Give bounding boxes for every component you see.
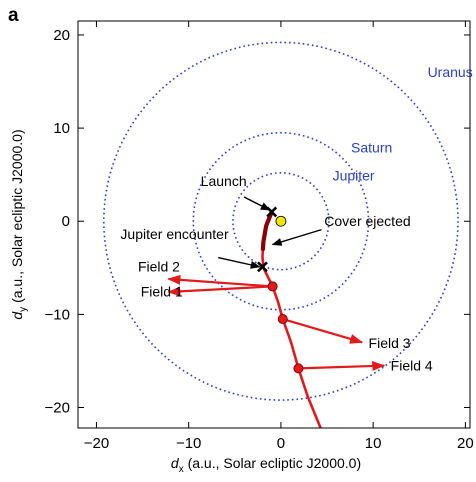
y-tick-label: 20 — [53, 27, 70, 44]
field-arrow-3 — [282, 317, 364, 344]
field-origin-point-3 — [277, 314, 288, 325]
cover-ejected-annotation: Cover ejected — [324, 213, 410, 229]
cover-ejected-arrow — [271, 228, 322, 246]
x-axis-label-rest: (a.u., Solar ecliptic J2000.0) — [184, 455, 361, 471]
orbit-jupiter — [232, 172, 330, 271]
trajectory-cruise-segment — [260, 209, 274, 252]
x-tick-label: −20 — [84, 435, 109, 452]
orbit-label-jupiter: Jupiter — [333, 167, 375, 183]
y-axis-label: dy (a.u., Solar ecliptic J2000.0) — [9, 129, 29, 319]
cross-stroke-b — [266, 206, 278, 218]
jupiter-encounter-arrow — [218, 256, 261, 269]
x-axis-label-sub: x — [179, 464, 184, 475]
field-arrow-4 — [298, 360, 386, 371]
plot-frame — [77, 20, 471, 429]
sun-marker — [275, 215, 287, 227]
y-tick-label: 0 — [62, 213, 70, 230]
field-origin-point-4 — [293, 363, 304, 374]
y-axis-label-main: d — [9, 311, 25, 320]
cross-stroke-b — [257, 261, 268, 273]
field-label-1: Field 2 — [138, 259, 180, 275]
field-label-3: Field 3 — [369, 335, 411, 351]
x-tick-label: 10 — [365, 435, 382, 452]
orbit-label-saturn: Saturn — [351, 139, 392, 155]
y-tick-label: −10 — [45, 306, 70, 323]
panel-label: a — [8, 5, 19, 26]
y-tick-label: 10 — [53, 120, 70, 137]
trajectory-line — [261, 211, 322, 428]
orbit-label-uranus: Uranus — [428, 64, 473, 80]
launch-annotation: Launch — [201, 173, 247, 189]
y-axis-label-sub: y — [18, 307, 29, 312]
orbit-uranus — [103, 41, 459, 401]
x-axis-label: dx (a.u., Solar ecliptic J2000.0) — [171, 455, 361, 475]
x-tick-label: 20 — [457, 435, 474, 452]
x-tick-label: 0 — [277, 435, 285, 452]
field-origin-point-1 — [267, 281, 278, 292]
jupiter-encounter-annotation: Jupiter encounter — [120, 226, 229, 242]
plot-area — [103, 41, 459, 428]
x-tick-label: −10 — [176, 435, 201, 452]
field-label-4: Field 4 — [391, 357, 433, 373]
launch-arrow — [243, 196, 271, 211]
field-arrow-2 — [167, 274, 273, 288]
y-axis-label-rest: (a.u., Solar ecliptic J2000.0) — [9, 129, 25, 306]
field-arrow-1 — [167, 285, 273, 297]
x-axis-label-main: d — [171, 455, 180, 471]
field-label-2: Field 1 — [141, 284, 183, 300]
y-tick-label: −20 — [45, 400, 70, 417]
